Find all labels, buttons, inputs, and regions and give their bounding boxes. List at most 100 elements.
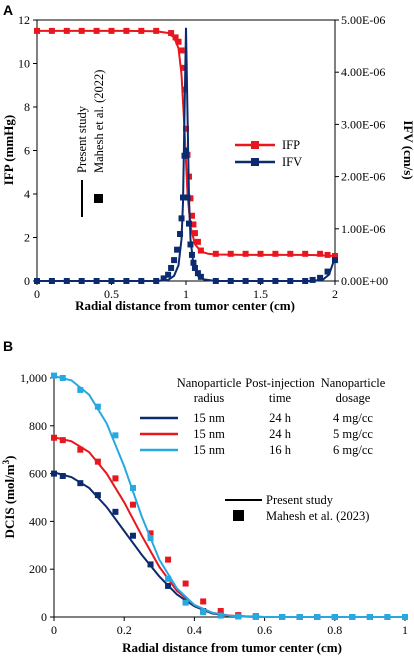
series-b2-line [53,375,405,618]
series-b1-point [147,530,154,537]
series-ifv-line [37,27,336,282]
table-header-1: Post-injection [245,376,315,390]
series-b2-point [217,612,224,619]
b-xtick-label: 0.6 [257,623,272,637]
legend-ifv-marker [251,158,259,166]
a-xtick-label: 0 [34,287,40,301]
series-ifv-point [93,278,100,284]
key-mahesh-label: Mahesh et al. (2022) [92,70,106,173]
key-mahesh-marker [94,194,103,203]
series-ifp-point [34,27,40,34]
series-b0-point [94,492,101,499]
series-b0-point [147,561,154,568]
series-b2-point [279,614,286,620]
series-b2-point [200,609,207,616]
key-b-present-study-label: Present study [266,493,334,507]
table-cell: 15 nm [193,427,225,441]
table-header-0: radius [194,391,225,405]
a-ytick-label: 4 [24,187,30,201]
series-b2-point [129,484,136,491]
b-ytick-label: 1,000 [20,371,47,385]
a-y2tick-label: 4.00E-06 [341,65,385,79]
series-ifv-point [332,257,338,264]
series-b1-point [59,437,66,444]
series-ifv-point [309,276,316,283]
series-ifv-point [48,278,55,284]
series-ifv-point [194,270,201,277]
series-ifv-point [178,215,185,222]
series-b1-point [112,475,119,482]
panel-a-legend: IFP IFV [235,138,302,169]
series-ifv-point [181,152,188,159]
series-ifv-point [108,278,115,284]
b-xtick-label: 0.2 [117,623,132,637]
table-cell: 15 nm [193,443,225,457]
series-ifv-point [324,268,331,275]
series-b0-point [77,480,84,487]
series-ifv-point [257,278,264,284]
series-b2-point [402,614,408,620]
series-b0-point [51,470,57,477]
legend-ifp-label: IFP [282,138,300,152]
series-ifp-point [332,252,338,259]
series-ifv-point [34,278,40,284]
series-ifv-point [191,264,198,271]
series-ifv-point [123,278,130,284]
series-ifp-point [242,250,249,257]
series-ifp-point [191,230,198,237]
series-b1-point [165,556,172,563]
series-b2-point [165,575,172,582]
series-b2-point [296,614,303,620]
series-b1-point [94,458,101,465]
a-xtick-label: 0.5 [104,287,119,301]
panel-a-x-axis-title: Radial distance from tumor center (cm) [75,298,295,313]
series-ifp-point [153,27,160,34]
series-ifv-point [287,278,294,284]
a-ytick-label: 8 [24,100,30,114]
series-ifv-point [177,231,184,238]
series-ifv-point [63,278,70,284]
panel-label-b: B [3,338,13,354]
series-ifp-point [180,64,187,71]
series-ifv-point [317,274,324,281]
table-cell: 15 nm [193,411,225,425]
series-ifp-point [63,27,70,34]
panel-label-a: A [3,2,13,18]
series-ifv-point [242,278,249,284]
series-ifv-point [78,278,85,284]
a-xtick-label: 2 [332,287,338,301]
a-ytick-label: 12 [18,13,30,27]
table-cell: 24 h [269,411,292,425]
series-ifp-point [172,34,179,41]
panel-b-y-axis-title: DCIS (mol/m3) [1,456,17,539]
series-b1-point [200,598,207,605]
series-ifv-point [187,241,194,248]
a-y2tick-label: 5.00E-06 [341,13,385,27]
legend-ifv-label: IFV [282,155,302,169]
series-ifv-point [212,278,219,284]
series-b1-point [51,434,57,441]
series-ifv-point [227,278,234,284]
b-ytick-label: 800 [29,419,47,433]
series-ifv-point [184,194,191,201]
series-ifp-point [168,30,175,37]
series-ifp-point [194,238,201,245]
series-ifp-point [123,27,130,34]
table-header-1: time [269,391,292,405]
series-ifp-point [302,250,309,257]
b-ytick-label: 400 [29,514,47,528]
b-xtick-label: 0 [51,623,57,637]
series-b2-point [182,599,189,606]
series-ifp-point [324,251,331,258]
series-ifp-point [190,221,197,228]
series-b1-point [129,501,136,508]
panel-a-method-key: Present study Mahesh et al. (2022) [75,70,106,217]
table-header-2: dosage [336,391,371,405]
series-ifv-point [174,246,181,253]
table-cell: 4 mg/cc [333,411,373,425]
b-xtick-label: 0.4 [187,623,202,637]
panel-b-chart: 0 200 400 600 800 1,000 0 0.2 0.4 0.6 0.8 1 Radial… [1,371,408,655]
series-b0-point [59,472,66,479]
series-b2-point [314,614,321,620]
series-b0-point [112,508,119,515]
